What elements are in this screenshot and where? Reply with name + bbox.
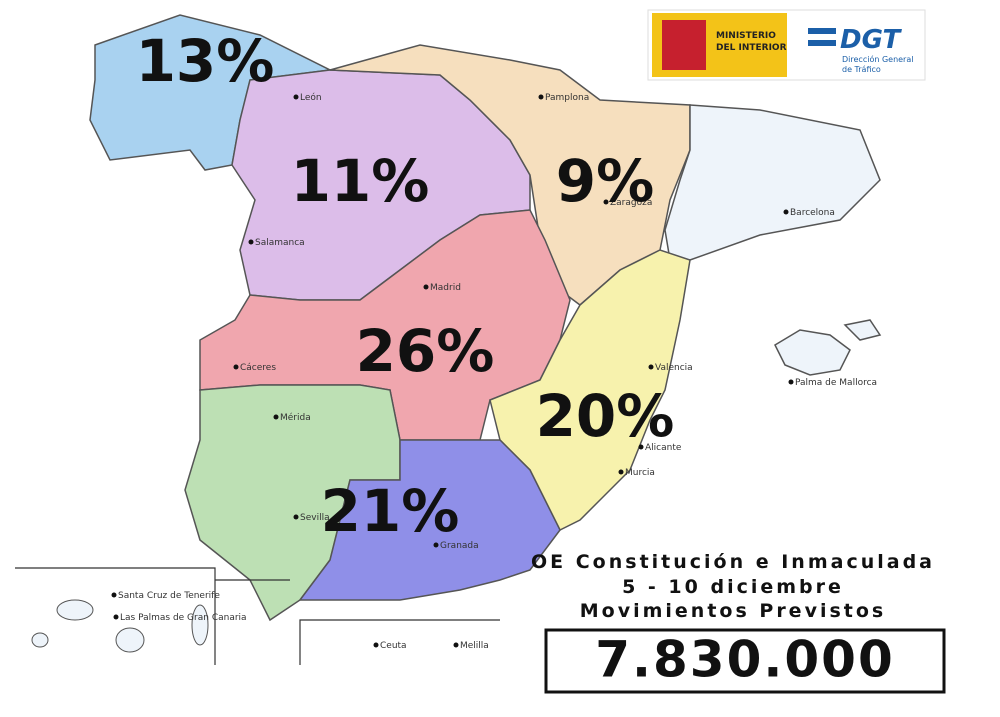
city-dot [248,239,254,245]
city-label: Santa Cruz de Tenerife [118,591,220,601]
city-label: Barcelona [790,208,835,218]
city-dot [273,414,279,420]
city-label: Valencia [655,363,693,373]
dgt-mark [808,40,836,46]
region-share: 11% [291,147,430,215]
city-label: Mérida [280,412,311,423]
total-box [544,628,946,694]
region-east [489,249,691,532]
city-dot [423,284,429,290]
region-share: 20% [536,382,675,450]
city-dot [648,364,654,370]
region-balearic-small [843,319,882,341]
info-subtitle: Movimientos Previstos [580,600,886,622]
city-dot [453,642,459,648]
city-dot [233,364,239,370]
city-label: Cáceres [240,363,276,373]
coat-of-arms [662,20,706,70]
city-dot [603,199,609,205]
city-label: Las Palmas de Gran Canaria [120,613,247,623]
info-dates: 5 - 10 diciembre [622,576,844,598]
total: 7.830.000 [595,631,895,689]
dgt-name: DGT [840,25,902,55]
region-balearic [774,329,851,376]
city-label: Granada [440,541,479,551]
city-dot [113,614,119,620]
city-label: Salamanca [255,238,305,248]
ministry-name: MINISTERIO [716,31,776,41]
dgt-subtitle: Dirección General [842,54,913,64]
city-dot [111,592,117,598]
inset-border [299,619,500,665]
city-label: Zaragoza [610,198,652,208]
ministry-name: DEL INTERIOR [716,43,787,53]
region-catalonia [664,104,881,261]
city-dot [788,379,794,385]
city-dot [618,469,624,475]
city-dot [433,542,439,548]
city-label: Palma de Mallorca [795,378,877,388]
region-share: 13% [136,27,275,95]
city-label: Ceuta [380,641,407,651]
region-share: 26% [356,317,495,385]
city-dot [293,94,299,100]
info-title: OE Constitución e Inmaculada [531,551,935,573]
dgt-subtitle: de Tráfico [842,65,881,74]
region-south [298,439,561,601]
region-share: 9% [556,147,654,215]
city-dot [373,642,379,648]
region-share: 21% [321,477,460,545]
city-label: Sevilla [300,513,330,523]
city-label: Pamplona [545,93,589,103]
city-dot [783,209,789,215]
inset-border [15,567,290,665]
city-dot [638,444,644,450]
city-label: Alicante [645,443,682,453]
city-label: Melilla [460,641,489,651]
city-label: León [300,92,322,103]
city-label: Murcia [625,468,655,478]
city-dot [538,94,544,100]
canary-islands [31,599,209,653]
city-label: Madrid [430,283,461,293]
dgt-mark [808,28,836,34]
city-dot [293,514,299,520]
